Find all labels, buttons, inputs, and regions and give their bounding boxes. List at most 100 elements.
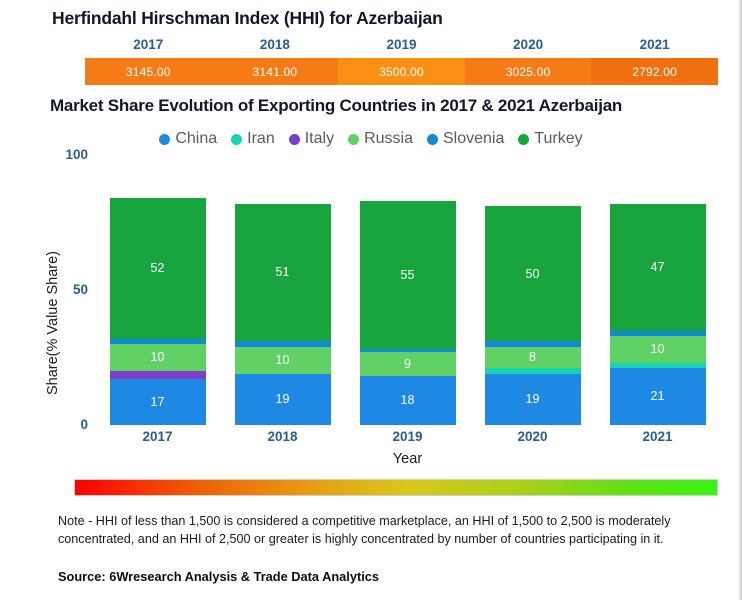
plot-wrapper: Share(% Value Share) 0 50 100 17 10 52 19 10 51… (0, 147, 742, 467)
legend-item-turkey[interactable]: Turkey (518, 130, 583, 148)
bar-segment-value: 18 (400, 393, 415, 408)
bar-segment-turkey[interactable]: 47 (609, 203, 706, 331)
legend-label: Iran (247, 130, 275, 147)
stacked-bar[interactable]: 19 10 51 (234, 203, 331, 425)
right-edge-shadow (738, 0, 742, 600)
bar-segment-russia[interactable]: 8 (484, 346, 581, 369)
bar-segment-value: 55 (400, 267, 415, 282)
bar-segment-value: 47 (650, 259, 665, 274)
legend-swatch-icon (518, 133, 530, 145)
legend-swatch-icon (231, 133, 243, 145)
bar-segment-slovenia[interactable] (234, 341, 331, 347)
bar-segment-china[interactable]: 17 (109, 379, 206, 425)
bar-group: 17 10 52 19 10 51 18 9 55 19 8 50 21 10 47 (95, 155, 720, 425)
x-tick-label: 2017 (142, 429, 173, 444)
bar-segment-italy[interactable] (109, 371, 206, 380)
bar-segment-value: 8 (529, 350, 536, 365)
bar-segment-russia[interactable]: 10 (609, 335, 706, 363)
bar-slot: 18 9 55 (345, 155, 470, 425)
y-tick-label: 0 (80, 417, 88, 432)
bar-slot: 19 10 51 (220, 155, 345, 425)
bar-segment-value: 17 (150, 394, 165, 409)
hhi-value-cell: 3025.00 (464, 58, 592, 85)
bar-segment-russia[interactable]: 10 (234, 346, 331, 374)
legend-item-slovenia[interactable]: Slovenia (426, 130, 505, 148)
hhi-year-label: 2020 (513, 37, 544, 52)
y-axis-ticks: 0 50 100 (20, 147, 88, 455)
bar-segment-china[interactable]: 18 (359, 376, 456, 425)
bar-segment-iran[interactable] (609, 362, 706, 369)
legend-label: Slovenia (442, 130, 505, 147)
stacked-bar[interactable]: 18 9 55 (359, 200, 456, 425)
x-tick-label: 2020 (517, 429, 548, 444)
stacked-bar[interactable]: 19 8 50 (484, 206, 581, 425)
source-text: Source: 6Wresearch Analysis & Trade Data… (58, 569, 380, 584)
hhi-year-label: 2021 (639, 37, 670, 52)
bar-segment-turkey[interactable]: 52 (109, 198, 206, 339)
legend-swatch-icon (348, 133, 360, 145)
bar-slot: 21 10 47 (595, 155, 720, 425)
legend-item-italy[interactable]: Italy (288, 130, 335, 148)
hhi-gradient-scale (74, 479, 718, 496)
legend-label: Italy (304, 130, 335, 147)
bar-segment-turkey[interactable]: 51 (234, 203, 331, 342)
x-tick-label: 2019 (392, 429, 423, 444)
bar-segment-slovenia[interactable] (359, 349, 456, 353)
bar-segment-value: 10 (275, 352, 290, 367)
stacked-bar[interactable]: 21 10 47 (609, 203, 706, 425)
bar-segment-value: 50 (525, 266, 540, 281)
stacked-bar[interactable]: 17 10 52 (109, 198, 206, 425)
bar-slot: 17 10 52 (95, 155, 220, 425)
hhi-year-label: 2017 (133, 37, 164, 52)
footnote-text: Note - HHI of less than 1,500 is conside… (58, 514, 671, 546)
bar-segment-russia[interactable]: 9 (359, 352, 456, 377)
y-tick-label: 50 (72, 282, 88, 297)
hhi-year-label: 2018 (259, 37, 290, 52)
bar-segment-value: 10 (650, 342, 665, 357)
bar-segment-value: 52 (150, 261, 165, 276)
hhi-year-label: 2019 (386, 37, 417, 52)
bar-segment-iran[interactable] (484, 368, 581, 374)
bar-segment-value: 21 (650, 389, 665, 404)
hhi-year-header: 2017 2018 2019 2020 2021 (85, 37, 718, 52)
hhi-value-cell: 3145.00 (85, 58, 212, 85)
bar-segment-value: 10 (150, 350, 165, 365)
bar-segment-china[interactable]: 19 (484, 373, 581, 425)
bar-segment-slovenia[interactable] (609, 330, 706, 336)
y-tick-label: 100 (65, 147, 88, 162)
hhi-value-cell: 3500.00 (338, 58, 465, 85)
legend-swatch-icon (288, 133, 300, 145)
bar-segment-turkey[interactable]: 55 (359, 200, 456, 350)
bar-segment-china[interactable]: 21 (609, 368, 706, 425)
legend-label: Russia (364, 130, 413, 147)
legend-item-iran[interactable]: Iran (231, 130, 275, 148)
x-axis-title: Year (392, 451, 423, 467)
hhi-value-cell: 2792.00 (591, 58, 718, 85)
legend-item-russia[interactable]: Russia (348, 130, 413, 148)
legend-swatch-icon (426, 133, 438, 145)
plot-area: 17 10 52 19 10 51 18 9 55 19 8 50 21 10 47 (95, 155, 720, 425)
bar-segment-value: 19 (275, 392, 290, 407)
chart-legend: China Iran Italy Russia Slovenia Turkey (0, 130, 742, 148)
x-tick-label: 2021 (642, 429, 673, 444)
x-tick-label: 2018 (267, 429, 298, 444)
bar-segment-value: 9 (404, 357, 411, 371)
hhi-value-cell: 3141.00 (211, 58, 339, 85)
chart-title: Market Share Evolution of Exporting Coun… (50, 96, 623, 115)
bar-segment-china[interactable]: 19 (234, 373, 331, 425)
hhi-title: Herfindahl Hirschman Index (HHI) for Aze… (52, 8, 443, 28)
bar-segment-value: 19 (525, 392, 540, 407)
bar-segment-russia[interactable]: 10 (109, 344, 206, 372)
x-axis-ticks: 2017 2018 2019 2020 2021 (95, 429, 720, 444)
hhi-value-bar: 3145.00 3141.00 3500.00 3025.00 2792.00 (85, 58, 718, 85)
bar-segment-turkey[interactable]: 50 (484, 206, 581, 342)
legend-item-china[interactable]: China (159, 130, 217, 148)
bar-segment-slovenia[interactable] (484, 341, 581, 347)
bar-segment-slovenia[interactable] (109, 338, 206, 345)
bar-slot: 19 8 50 (470, 155, 595, 425)
bar-segment-value: 51 (275, 265, 290, 280)
legend-label: China (175, 130, 218, 147)
legend-label: Turkey (534, 130, 583, 147)
legend-swatch-icon (159, 133, 171, 145)
